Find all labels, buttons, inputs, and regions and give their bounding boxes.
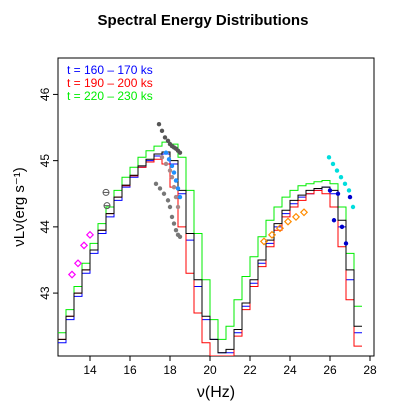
y-tick-label-0: 43 <box>38 286 52 300</box>
data-point-0-1 <box>73 259 83 268</box>
x-tick-label-0: 14 <box>83 363 97 377</box>
x-axis-label: ν(Hz) <box>197 384 235 401</box>
data-point-2-5 <box>299 208 309 217</box>
x-tick-label-6: 26 <box>323 363 337 377</box>
data-point-7-2 <box>167 168 173 173</box>
y-tick-label-3: 46 <box>38 87 52 101</box>
data-point-3-1 <box>330 161 336 167</box>
series-line-2 <box>58 141 362 340</box>
legend: t = 160 – 170 kst = 190 – 200 kst = 220 … <box>67 63 153 103</box>
legend-entry-1: t = 190 – 200 ks <box>67 76 153 90</box>
data-point-8-3 <box>171 170 177 175</box>
x-axis: 14 16 18 20 22 24 26 28 <box>83 356 377 377</box>
data-point-6-2 <box>161 191 167 196</box>
data-point-4-0 <box>327 188 333 193</box>
data-point-6-1 <box>157 186 163 191</box>
data-point-2-0 <box>259 237 269 246</box>
data-point-5-2 <box>162 135 168 140</box>
chart-title: Spectral Energy Distributions <box>98 12 309 29</box>
data-point-2-4 <box>291 212 301 221</box>
data-point-6-3 <box>165 198 171 203</box>
data-point-2-3 <box>283 217 293 226</box>
data-point-6-0 <box>153 181 159 187</box>
data-point-3-0 <box>326 155 332 160</box>
data-point-8-1 <box>166 157 172 162</box>
data-point-7-0 <box>159 155 165 160</box>
x-tick-label-3: 20 <box>203 363 217 377</box>
data-point-3-3 <box>338 175 344 180</box>
legend-entry-2: t = 220 – 230 ks <box>67 89 153 103</box>
data-point-6-9 <box>177 234 183 239</box>
data-point-4-1 <box>331 218 337 223</box>
data-point-7-1 <box>163 161 169 167</box>
y-axis: 43 44 45 46 <box>38 87 58 300</box>
y-tick-label-1: 44 <box>38 220 52 234</box>
x-tick-label-2: 18 <box>163 363 177 377</box>
data-point-7-3 <box>169 175 175 180</box>
data-point-8-4 <box>173 178 179 183</box>
legend-entry-0: t = 160 – 170 ks <box>67 63 153 77</box>
data-point-3-2 <box>334 168 340 173</box>
data-point-2-2 <box>275 224 285 233</box>
x-tick-label-5: 24 <box>283 363 297 377</box>
data-point-3-5 <box>346 188 352 193</box>
data-point-6-5 <box>169 214 175 220</box>
data-point-8-6 <box>177 194 183 200</box>
data-point-0-2 <box>79 241 89 250</box>
data-point-4-5 <box>347 194 353 200</box>
data-point-7-6 <box>175 204 181 210</box>
data-point-4-3 <box>339 224 345 230</box>
data-point-2-1 <box>267 230 277 239</box>
data-point-0-0 <box>67 270 77 279</box>
data-point-1-1 <box>103 202 111 210</box>
data-point-3-6 <box>350 204 356 210</box>
y-tick-label-2: 45 <box>38 154 52 168</box>
data-point-8-5 <box>175 186 181 191</box>
data-point-1-0 <box>102 188 110 196</box>
data-point-5-9 <box>177 150 183 155</box>
data-point-7-5 <box>173 194 179 200</box>
data-point-5-3 <box>165 138 171 143</box>
y-axis-label: νLν(erg s⁻¹) <box>11 167 28 247</box>
data-point-4-2 <box>335 191 341 196</box>
data-point-8-0 <box>163 150 169 155</box>
data-point-6-7 <box>173 227 179 233</box>
data-point-8-2 <box>169 163 175 169</box>
data-point-6-6 <box>171 221 177 226</box>
data-point-6-4 <box>167 204 173 210</box>
points-layer <box>67 122 356 279</box>
series-layer <box>58 141 362 356</box>
data-point-5-1 <box>159 128 165 134</box>
data-point-0-3 <box>85 230 95 239</box>
data-point-7-4 <box>171 184 177 190</box>
data-point-4-4 <box>343 241 349 246</box>
data-point-5-0 <box>156 122 162 127</box>
series-line-3 <box>58 151 362 354</box>
x-tick-label-4: 22 <box>243 363 257 377</box>
x-tick-label-7: 28 <box>363 363 377 377</box>
x-tick-label-1: 16 <box>123 363 137 377</box>
data-point-3-4 <box>342 181 348 187</box>
